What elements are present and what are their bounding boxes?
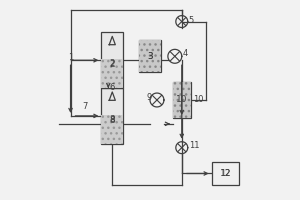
Bar xyxy=(173,82,191,118)
Text: 11: 11 xyxy=(189,141,200,150)
Bar xyxy=(139,40,161,72)
Text: 2: 2 xyxy=(110,59,115,68)
Bar xyxy=(212,162,239,185)
Bar xyxy=(101,88,123,144)
Text: 12: 12 xyxy=(220,169,231,178)
Text: 3: 3 xyxy=(147,52,153,61)
Text: 12: 12 xyxy=(220,169,231,178)
Bar xyxy=(101,32,123,88)
Text: 10: 10 xyxy=(193,95,203,104)
Text: 8: 8 xyxy=(110,115,115,124)
Bar xyxy=(101,115,123,144)
Text: 5: 5 xyxy=(189,16,194,25)
Bar xyxy=(101,59,123,88)
Text: 4: 4 xyxy=(183,49,188,58)
Text: 10: 10 xyxy=(176,95,188,104)
Text: 9: 9 xyxy=(146,93,152,102)
Bar xyxy=(173,82,191,118)
Text: 8: 8 xyxy=(110,116,115,125)
Text: 1: 1 xyxy=(68,53,73,62)
Text: 2: 2 xyxy=(110,60,115,69)
Bar xyxy=(139,40,161,72)
Text: 3: 3 xyxy=(147,52,153,61)
Text: 7: 7 xyxy=(83,102,88,111)
Text: 6: 6 xyxy=(110,83,115,92)
